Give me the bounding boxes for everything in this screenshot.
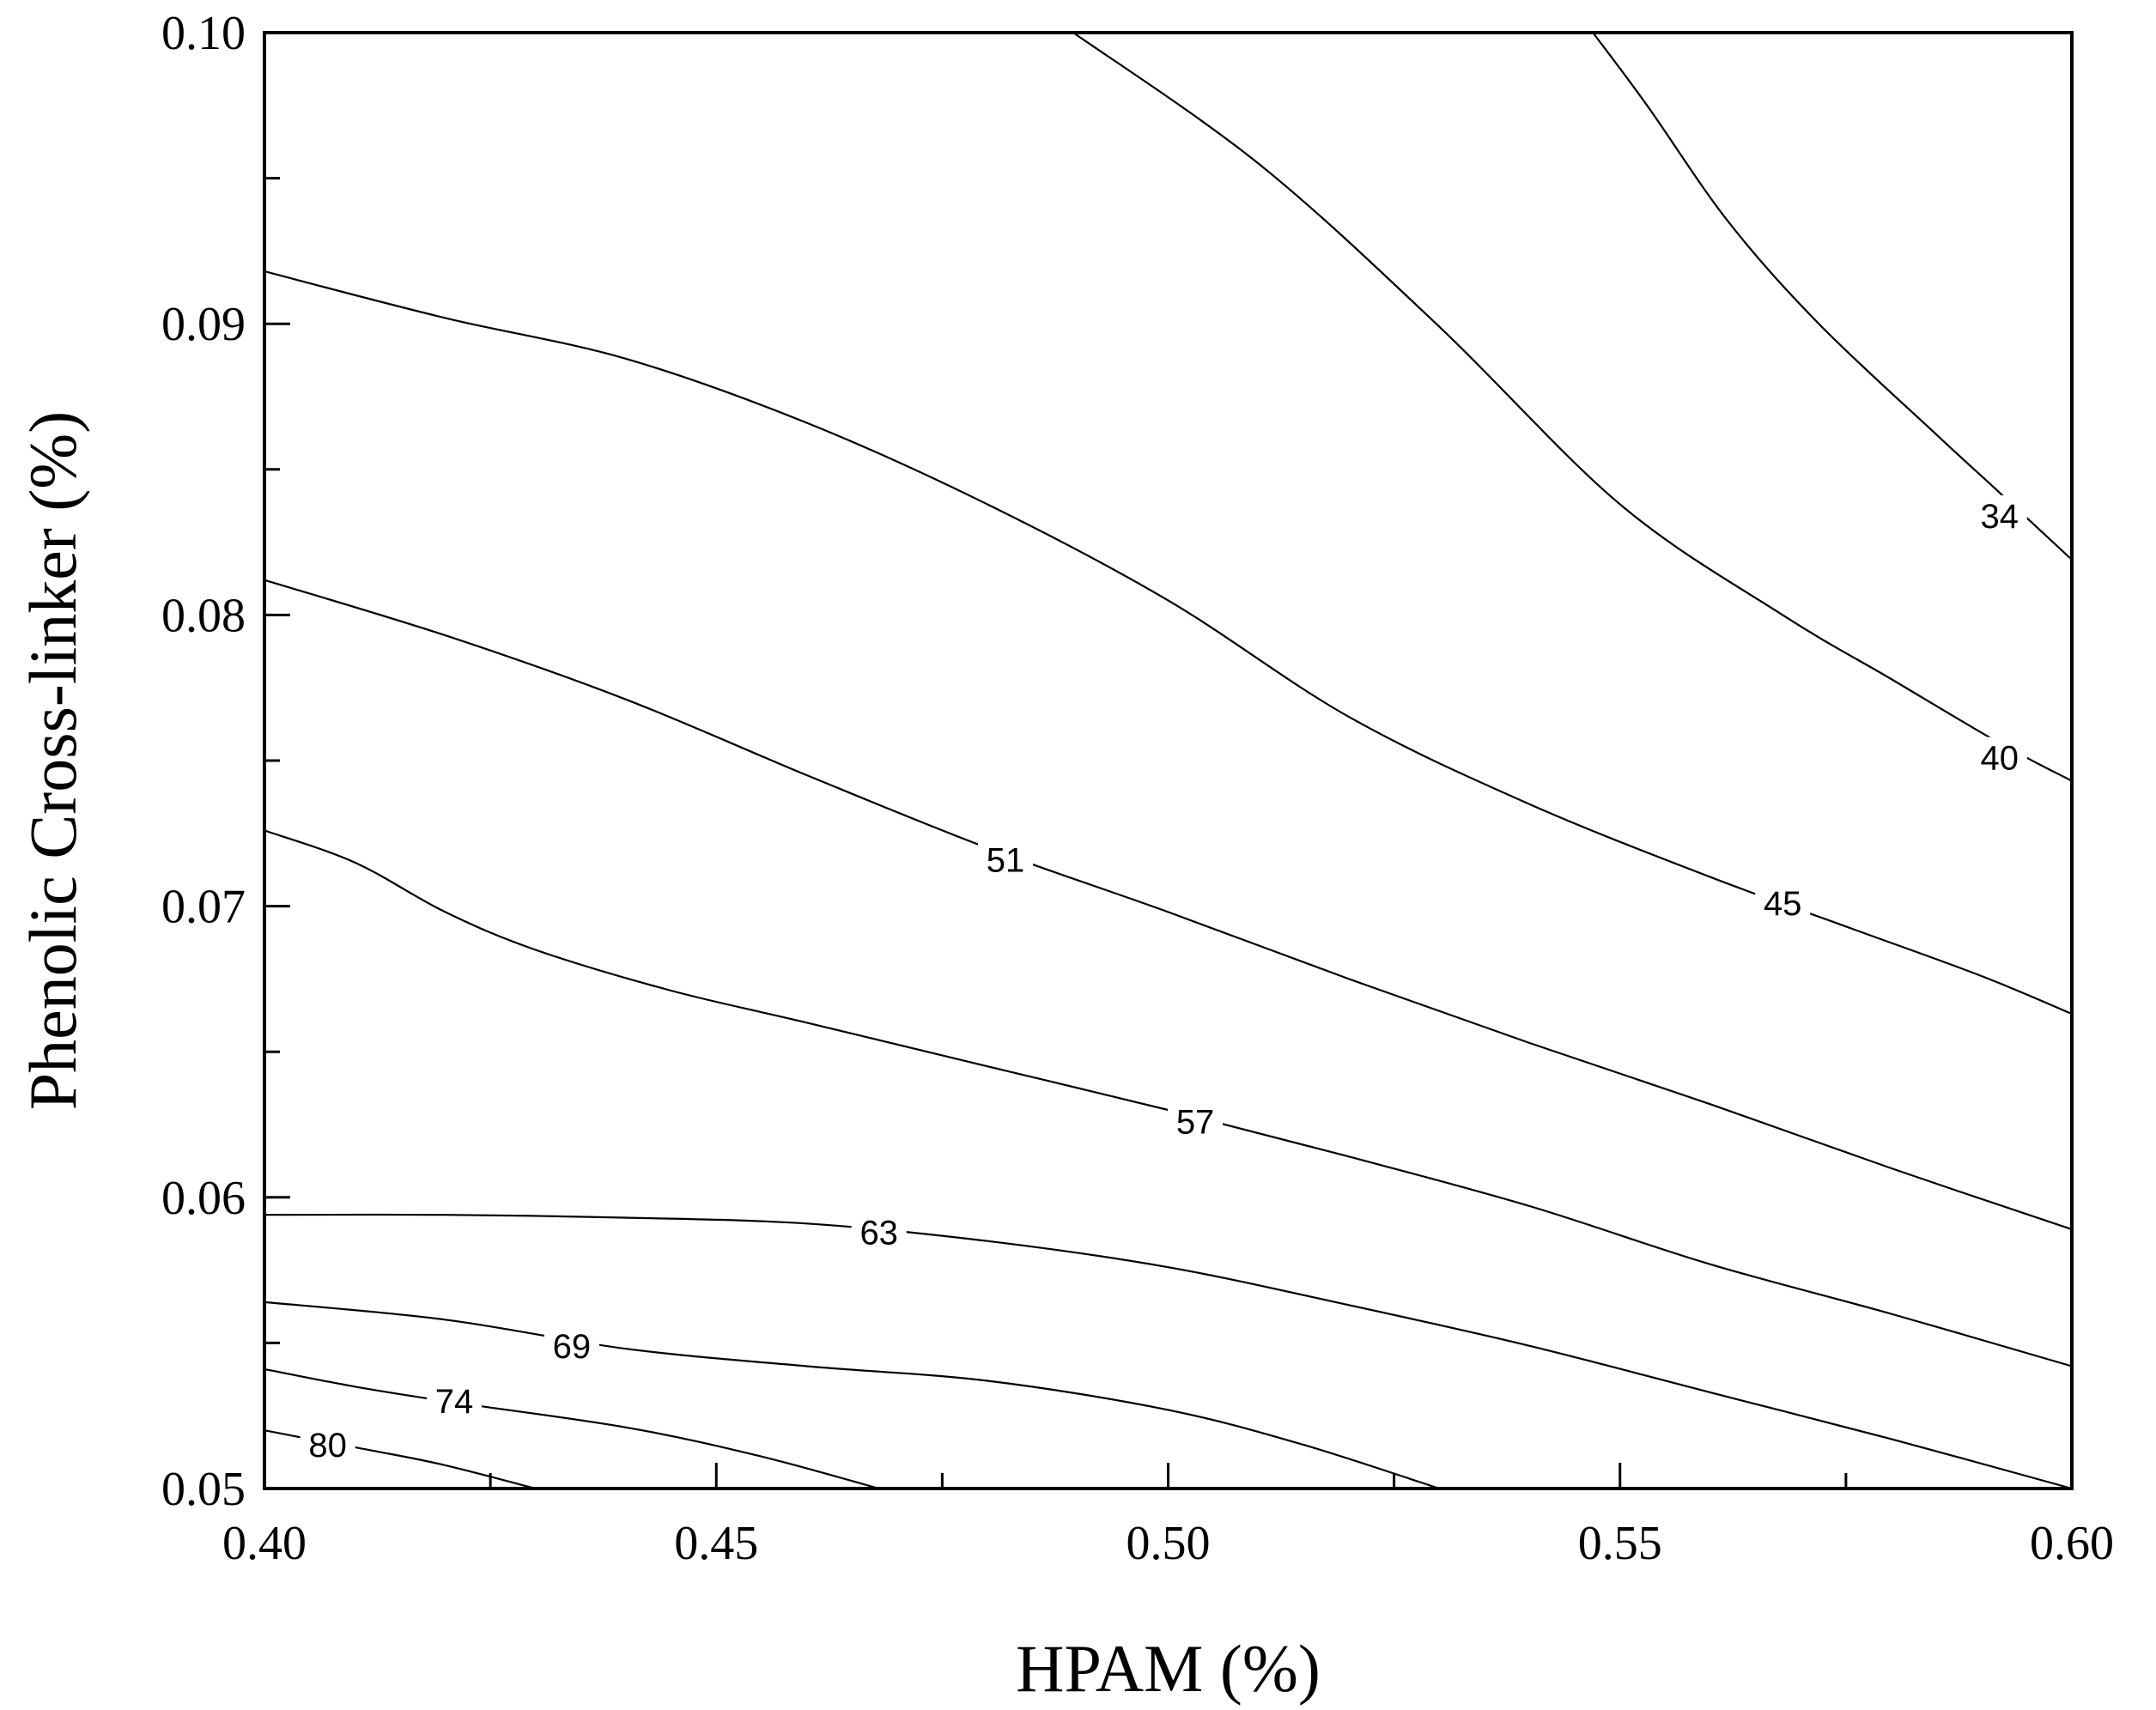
y-axis-ticks: 0.05 0.06 0.07 0.08 0.09 0.10 [161, 7, 290, 1516]
x-tick-label: 0.55 [1578, 1517, 1662, 1570]
contour-label-bg [851, 1211, 907, 1253]
contour-line-40 [1592, 32, 2073, 561]
plot-frame [263, 31, 2074, 1490]
contour-label-bg [544, 1325, 599, 1367]
contour-label-bg [300, 1424, 355, 1466]
contour-label-40: 40 [1981, 740, 2019, 778]
y-tick-label: 0.09 [161, 298, 246, 351]
x-tick-label: 0.60 [2030, 1517, 2114, 1570]
y-tick-label: 0.07 [161, 881, 246, 934]
contour-line-34 [1072, 32, 2073, 782]
contour-label-bg [1971, 495, 2027, 537]
contour-label-80: 80 [308, 1427, 347, 1464]
contour-line-51 [264, 579, 2073, 1231]
y-tick-label: 0.08 [161, 589, 246, 642]
y-tick-label: 0.06 [161, 1172, 246, 1225]
contour-label-74: 74 [435, 1383, 474, 1421]
contour-lines [264, 32, 2073, 1490]
contour-line-74 [264, 1367, 879, 1490]
contour-label-bg [978, 839, 1034, 881]
contour-line-57 [264, 829, 2073, 1367]
y-axis-title: Phenolic Cross-linker (%) [15, 411, 90, 1111]
contour-label-45: 45 [1764, 885, 1802, 923]
contour-label-bg [1168, 1101, 1224, 1143]
contour-label-63: 63 [859, 1215, 898, 1252]
contour-label-57: 57 [1176, 1104, 1215, 1142]
y-tick-label: 0.10 [161, 7, 246, 60]
x-tick-label: 0.40 [222, 1517, 307, 1570]
contour-label-bg [1971, 737, 2027, 779]
y-tick-label: 0.05 [161, 1463, 246, 1516]
contour-line-45 [264, 270, 2073, 1016]
x-tick-label: 0.45 [674, 1517, 758, 1570]
contour-label-bg [1755, 882, 1811, 925]
contour-line-63 [264, 1213, 2073, 1490]
contour-label-bg [427, 1380, 483, 1422]
contour-label-34: 34 [1981, 498, 2019, 536]
x-axis-ticks: 0.40 0.45 0.50 0.55 0.60 [222, 1463, 2114, 1570]
contour-line-69 [264, 1301, 1440, 1490]
contour-label-69: 69 [553, 1328, 592, 1366]
x-axis-title: HPAM (%) [1016, 1631, 1321, 1706]
contour-labels: 34 40 45 51 57 63 69 74 80 [300, 495, 2027, 1466]
contour-label-51: 51 [987, 841, 1025, 879]
x-tick-label: 0.50 [1127, 1517, 1211, 1570]
